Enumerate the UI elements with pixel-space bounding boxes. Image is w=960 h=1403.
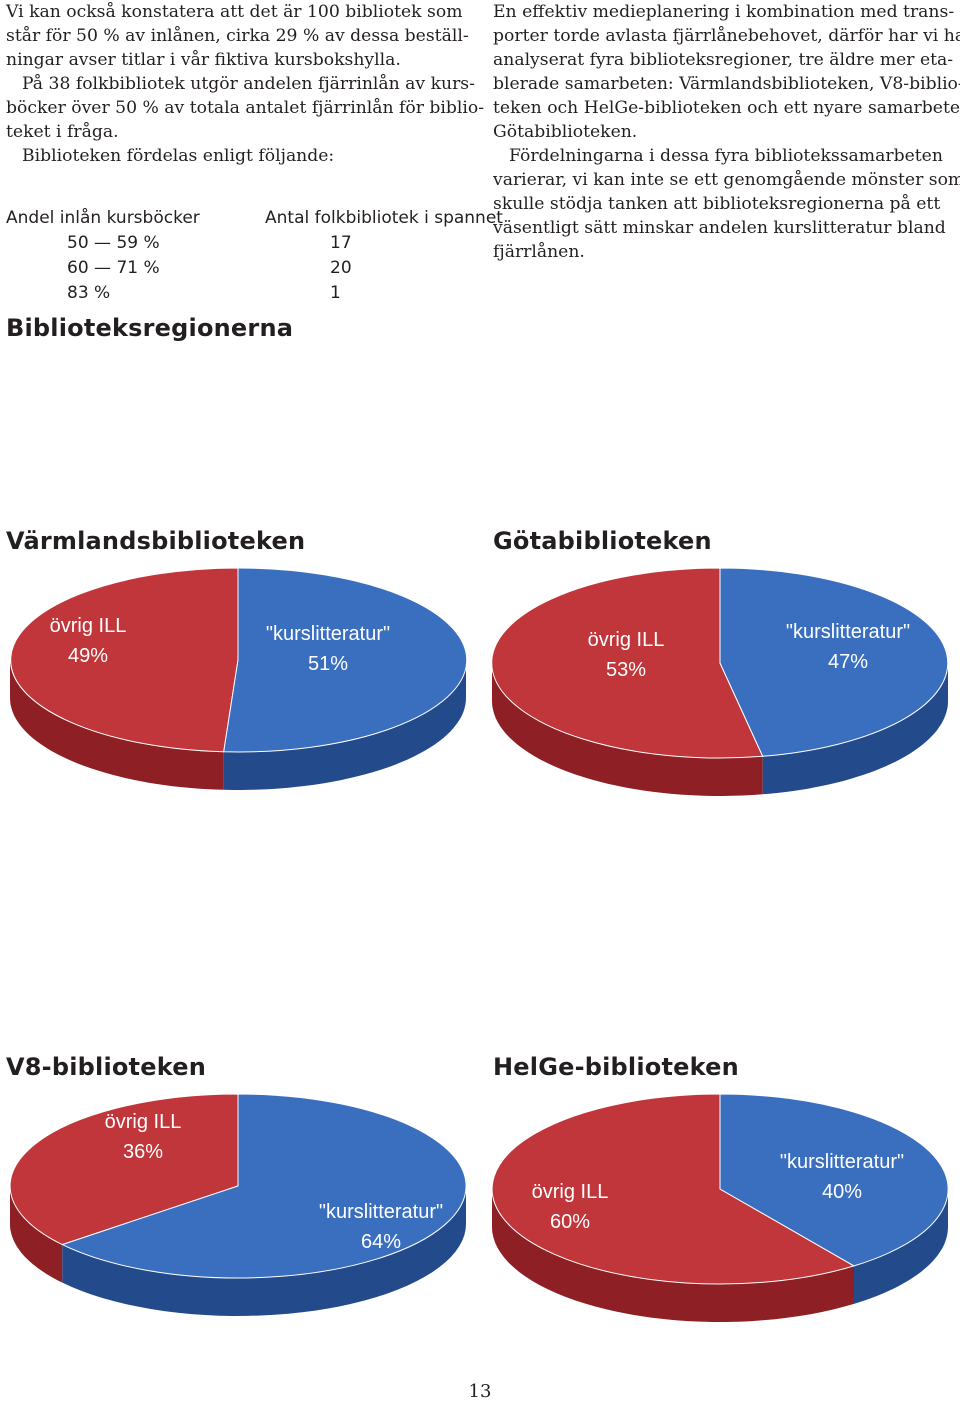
pie-slice-ovrig-ill-side [492,663,763,796]
pie-slice-kurslitteratur [719,1093,949,1267]
text-line: varierar, vi kan inte se ett genomgående… [493,170,960,190]
left-text-column: Vi kan också konstatera att det är 100 b… [6,0,485,168]
slice-value-label: 64% [361,1231,401,1253]
paragraph-4: En effektiv medieplanering i kombination… [493,0,960,144]
pie-chart-svg: övrig ILL 60% "kurslitteratur" 40% [491,1093,949,1322]
paragraph-5: Fördelningarna i dessa fyra bibliotekssa… [493,144,960,264]
slice-value-label: 51% [308,653,348,675]
paragraph-3: Biblioteken fördelas enligt följande: [6,144,466,168]
pie-chart-svg: övrig ILL 53% "kurslitteratur" 47% [491,567,949,796]
text-line: En effektiv medieplanering i kombination… [493,2,955,22]
right-text-column: En effektiv medieplanering i kombination… [493,0,960,264]
pie-slice-kurslitteratur [60,1093,467,1279]
pie-chart-svg: övrig ILL 49% "kurslitteratur" 51% [10,567,468,790]
text-line: På 38 folkbibliotek utgör andelen fjärri… [22,74,475,94]
text-line: Götabiblioteken. [493,122,638,142]
pie-slice-kurslitteratur [223,567,468,753]
slice-value-label: 60% [550,1211,590,1233]
table-header-row: Andel inlån kursböcker Antal folkbibliot… [0,208,503,233]
slice-label: övrig ILL [50,615,127,637]
section-heading: Biblioteksregionerna [6,314,294,342]
text-line: Fördelningarna i dessa fyra bibliotekssa… [509,146,943,166]
slice-value-label: 53% [606,659,646,681]
text-line: teket i fråga. [6,122,119,142]
paragraph-1: Vi kan också konstatera att det är 100 b… [6,0,469,72]
table-row: 83 % 1 [0,283,480,308]
pie-slice-ovrig-ill [491,567,764,759]
pie-slice-ovrig-ill-side [492,1189,854,1322]
slice-label: övrig ILL [588,629,665,651]
pie-chart-v8: övrig ILL 36% "kurslitteratur" 64% [0,1086,480,1346]
table-cell-range: 50 — 59 % [67,233,160,253]
text-line: fjärrlånen. [493,242,585,262]
text-line: Biblioteken fördelas enligt följande: [22,146,335,166]
pie-chart-svg: övrig ILL 36% "kurslitteratur" 64% [9,1093,467,1316]
table-cell-range: 60 — 71 % [67,258,160,278]
table-cell-count: 17 [330,233,352,253]
table-header-left: Andel inlån kursböcker [6,208,200,228]
chart-title: Värmlandsbiblioteken [6,527,306,555]
table-header-right: Antal folkbibliotek i spannet [265,208,503,228]
text-line: Vi kan också konstatera att det är 100 b… [6,2,463,22]
table-row: 60 — 71 % 20 [0,258,480,283]
table-cell-count: 1 [330,283,341,303]
text-line: ningar avser titlar i vår fiktiva kursbo… [6,50,401,70]
chart-title: V8-biblioteken [6,1053,206,1081]
text-line: skulle stödja tanken att biblioteksregio… [493,194,941,214]
table-cell-count: 20 [330,258,352,278]
pie-slice-kurslitteratur-side [854,1189,948,1304]
paragraph-2: På 38 folkbibliotek utgör andelen fjärri… [6,72,485,144]
slice-label: "kurslitteratur" [266,623,390,645]
pie-slice-kurslitteratur-side [62,1186,467,1316]
slice-label: "kurslitteratur" [786,621,910,643]
chart-title: HelGe-biblioteken [493,1053,739,1081]
slice-label: "kurslitteratur" [780,1151,904,1173]
slice-value-label: 36% [123,1141,163,1163]
chart-title: Götabiblioteken [493,527,712,555]
table-row: 50 — 59 % 17 [0,233,480,258]
text-line: analyserat fyra biblioteksregioner, tre … [493,50,954,70]
pie-slice-ovrig-ill [9,1093,239,1246]
slice-value-label: 47% [828,651,868,673]
text-line: porter torde avlasta fjärrlånebehovet, d… [493,26,960,46]
pie-slice-ovrig-ill [10,567,239,753]
text-line: böcker över 50 % av totala antalet fjärr… [6,98,485,118]
slice-label: "kurslitteratur" [319,1201,443,1223]
page-number: 13 [468,1381,492,1402]
pie-chart-helge: övrig ILL 60% "kurslitteratur" 40% [480,1086,960,1346]
pie-chart-gota: övrig ILL 53% "kurslitteratur" 47% [480,560,960,820]
pie-slice-kurslitteratur-side [762,663,948,795]
pie-slice-ovrig-ill-side [10,1186,63,1283]
distribution-table: Andel inlån kursböcker Antal folkbibliot… [0,208,503,308]
text-line: blerade samarbeten: Värmlandsbiblioteken… [493,74,960,94]
pie-slice-ovrig-ill [491,1093,856,1285]
slice-label: övrig ILL [532,1181,609,1203]
pie-chart-varmland: övrig ILL 49% "kurslitteratur" 51% [0,560,480,820]
text-line: teken och HelGe-biblioteken och ett nyar… [493,98,960,118]
text-line: väsentligt sätt minskar andelen kurslitt… [493,218,946,238]
pie-slice-ovrig-ill-side [10,660,224,790]
pie-slice-kurslitteratur-side [223,660,466,790]
text-line: står för 50 % av inlånen, cirka 29 % av … [6,26,469,46]
slice-value-label: 40% [822,1181,862,1203]
table-cell-range: 83 % [67,283,111,303]
slice-value-label: 49% [68,645,108,667]
slice-label: övrig ILL [105,1111,182,1133]
pie-slice-kurslitteratur [719,567,949,757]
